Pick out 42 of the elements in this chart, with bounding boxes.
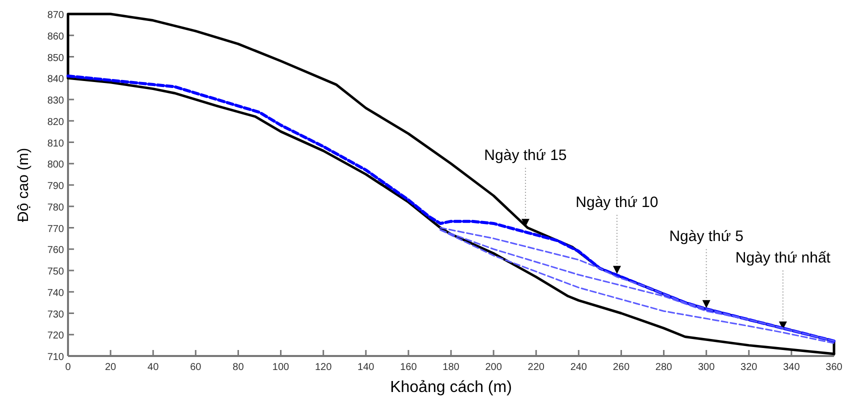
x-tick-label: 360 [826,362,843,373]
y-tick-label: 820 [47,116,64,128]
annotation: Ngày thứ 5 [669,228,744,246]
y-tick-label: 840 [47,74,64,86]
x-tick-label: 140 [358,362,375,373]
x-tick-label: 260 [612,362,630,373]
x-tick-label: 40 [148,362,160,373]
annotation: Ngày thứ 15 [484,146,567,164]
y-tick-label: 740 [47,288,64,299]
x-tick-label: 280 [655,362,673,373]
y-tick-label: 710 [47,352,64,363]
x-tick-label: 200 [485,362,502,373]
x-tick-label: 60 [190,362,202,373]
y-tick-label: 870 [47,10,64,21]
x-tick-label: 80 [232,362,244,373]
x-tick-label: 20 [104,362,117,373]
annotation: Ngày thứ nhất [735,249,832,266]
y-tick-label: 830 [47,96,64,106]
x-tick-label: 100 [272,362,290,373]
x-tick-label: 240 [570,362,588,373]
x-tick-label: 180 [442,362,460,373]
y-tick-label: 720 [47,330,64,342]
y-tick-label: 860 [47,31,64,42]
y-tick-label: 850 [47,52,64,64]
x-tick-label: 320 [740,362,758,373]
y-tick-label: 760 [47,245,64,256]
y-axis-title: Độ cao (m) [15,148,32,222]
x-tick-label: 300 [698,362,716,373]
y-tick-label: 800 [47,160,64,171]
x-tick-label: 220 [528,362,545,373]
y-tick-label: 770 [47,224,64,235]
x-tick-label: 0 [65,362,72,373]
x-tick-label: 160 [400,362,418,373]
y-tick-label: 810 [47,138,64,150]
y-tick-label: 790 [47,181,64,192]
y-tick-label: 730 [47,309,64,320]
y-tick-label: 750 [47,266,64,278]
annotation: Ngày thứ 10 [576,194,658,211]
y-tick-label: 780 [47,202,64,214]
x-tick-label: 340 [783,362,800,373]
x-tick-label: 120 [314,362,332,373]
x-axis-title: Khoảng cách (m) [390,379,512,396]
